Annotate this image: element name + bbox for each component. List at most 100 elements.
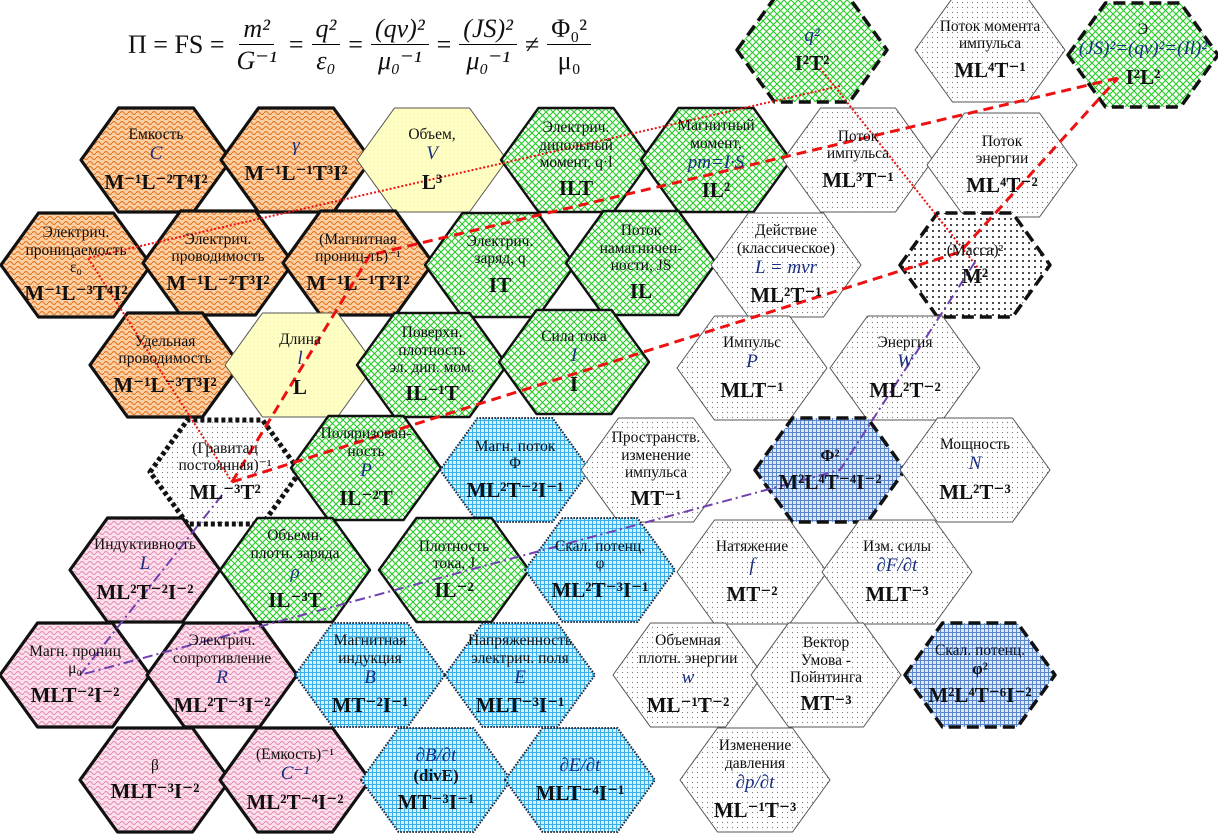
quantity-symbol: pm=I·S bbox=[687, 151, 745, 173]
hex-label-current-density: Плотность тока, J IL⁻² bbox=[388, 520, 520, 620]
quantity-name: Напряженность bbox=[468, 632, 572, 650]
hex-label-length: Длина l L bbox=[234, 315, 366, 415]
hex-label-db-dt: ∂B/∂t (divE) MT⁻³I⁻¹ bbox=[370, 730, 502, 830]
quantity-name: Пространств. bbox=[611, 429, 701, 447]
quantity-name: Сила тока bbox=[541, 327, 607, 345]
quantity-name: давления bbox=[724, 754, 786, 772]
hexagon-angular-momentum-flux bbox=[914, 0, 1066, 103]
quantity-name: импульса bbox=[958, 35, 1022, 53]
quantity-symbol: L = mvr bbox=[754, 256, 818, 278]
quantity-name: Удельная bbox=[134, 332, 196, 350]
dimension-formula: MT⁻³I⁻¹ bbox=[397, 790, 475, 815]
quantity-symbol: γ bbox=[292, 134, 300, 156]
dashdot-connector bbox=[79, 494, 223, 676]
hex-label-inverse-permeability: (Магнитная прониц-ть)⁻¹ M⁻¹L⁻¹T²I² bbox=[292, 213, 424, 313]
quantity-symbol: ∂B/∂t bbox=[415, 745, 457, 767]
quantity-name: φ² bbox=[972, 659, 988, 679]
quantity-name: Объем, bbox=[408, 125, 456, 143]
quantity-name: импульса bbox=[826, 145, 890, 163]
quantity-symbol: w bbox=[681, 666, 695, 688]
hex-label-polarization: Поляризован-ность P IL⁻²T bbox=[300, 418, 432, 518]
quantity-name: (классическое) bbox=[736, 239, 836, 257]
hex-label-inverse-capacitance: (Емкость)⁻¹ C⁻¹ ML²T⁻⁴I⁻² bbox=[229, 730, 361, 830]
quantity-name: Поверхн. bbox=[401, 324, 463, 342]
dimension-formula: ML²T⁻³ bbox=[939, 479, 1011, 504]
hex-label-electric-resistance: Электрич. сопротивление R ML²T⁻³I⁻² bbox=[156, 625, 288, 725]
quantity-name: μ₀ bbox=[68, 660, 82, 678]
dimension-formula: ML⁻¹T⁻² bbox=[646, 693, 730, 718]
quantity-name: Поток bbox=[981, 132, 1023, 150]
dimension-formula: M⁻¹L⁻³T⁴I² bbox=[24, 281, 128, 306]
hexagon-q-squared bbox=[735, 0, 889, 104]
hexagon-momentum bbox=[676, 315, 828, 421]
quantity-name: эл. дип. мом. bbox=[389, 358, 475, 376]
formula-op: = bbox=[348, 30, 363, 60]
dimension-formula: M⁻¹L⁻¹T³I² bbox=[244, 160, 348, 185]
dimension-formula: ML⁻¹T⁻³ bbox=[713, 798, 797, 823]
hex-label-tension: Натяжение f MT⁻² bbox=[686, 522, 818, 622]
hex-label-current: Сила тока I I bbox=[508, 312, 640, 412]
hexagon-umov-poynting-vector bbox=[750, 622, 902, 728]
quantity-symbol: (JS)²=(qv)²=(Il)² bbox=[1078, 38, 1208, 60]
quantity-symbol: B bbox=[364, 666, 376, 688]
hex-label-specific-conductivity: Удельная проводимость M⁻¹L⁻³T³I² bbox=[99, 315, 231, 415]
quantity-symbol: V bbox=[426, 143, 438, 165]
quantity-name: Магн. поток bbox=[474, 437, 556, 455]
dashdot-connector bbox=[79, 261, 976, 676]
dimension-formula: M²L⁴T⁻⁶I⁻² bbox=[928, 683, 1032, 708]
hex-label-inductance: Индуктивность L ML²T⁻²I⁻² bbox=[79, 520, 211, 620]
quantity-name: Скал. потенц. bbox=[554, 537, 646, 555]
quantity-name: проводимость bbox=[171, 248, 265, 266]
dimension-formula: IL² bbox=[701, 178, 731, 203]
dimension-formula: I²T² bbox=[794, 50, 830, 75]
quantity-name: Электрич. bbox=[542, 119, 610, 137]
quantity-name: Поток bbox=[620, 222, 662, 240]
quantity-name: намагничен- bbox=[599, 239, 683, 257]
dimension-formula: MLT⁻⁴I⁻¹ bbox=[535, 780, 625, 805]
quantity-symbol: L bbox=[139, 553, 151, 575]
hex-label-energy: Энергия W ML²T⁻² bbox=[839, 318, 971, 418]
dimension-formula: I bbox=[569, 371, 579, 396]
quantity-symbol: C bbox=[149, 143, 163, 165]
quantity-name: Э bbox=[1137, 20, 1149, 38]
hex-label-surface-dipole-density: Поверхн. плотность эл. дип. мом. IL⁻¹T bbox=[366, 315, 498, 415]
dimension-formula: MLT⁻¹ bbox=[720, 377, 784, 402]
quantity-name: Объемная bbox=[655, 632, 721, 650]
quantity-name: ε₀ bbox=[70, 258, 82, 276]
quantity-name: сопротивление bbox=[172, 649, 272, 667]
quantity-name: Емкость bbox=[128, 125, 184, 143]
hex-label-magnetic-moment: Магнитный момент, pm=I·S IL² bbox=[650, 110, 782, 210]
quantity-name: Вектор bbox=[802, 634, 850, 652]
quantity-name: Импульс bbox=[722, 333, 782, 351]
hex-label-momentum: Импульс P MLT⁻¹ bbox=[686, 318, 818, 418]
quantity-name: Пойнтинга bbox=[789, 668, 863, 686]
dimension-formula: MT⁻²I⁻¹ bbox=[331, 693, 409, 718]
quantity-name: φ bbox=[595, 555, 605, 573]
quantity-symbol: R bbox=[216, 666, 228, 688]
quantity-symbol: I bbox=[570, 345, 578, 367]
dimension-formula: MLT⁻³ bbox=[865, 581, 929, 606]
hex-label-action: Действие (классическое) L = mvr ML²T⁻¹ bbox=[720, 215, 852, 315]
quantity-name: Магн. прониц bbox=[29, 642, 121, 660]
quantity-name: Изм. силы bbox=[863, 537, 931, 555]
dimension-formula: ML²T⁻²I⁻¹ bbox=[466, 477, 564, 502]
quantity-symbol: ∂p/∂t bbox=[735, 771, 775, 793]
hex-label-mass-squared: (Масса)² M² bbox=[909, 215, 1041, 315]
hex-label-q-squared: q² I²T² bbox=[746, 0, 878, 100]
quantity-name: Φ bbox=[509, 455, 521, 473]
quantity-name: дипольный bbox=[539, 136, 613, 154]
dimension-formula: ML⁴T⁻² bbox=[966, 172, 1038, 197]
quantity-name: Длина bbox=[279, 330, 321, 348]
quantity-name: Энергия bbox=[877, 333, 933, 351]
quantity-symbol: W bbox=[897, 351, 913, 373]
dimension-formula: ILT bbox=[558, 176, 594, 201]
formula-fraction: q² ε₀ bbox=[311, 14, 341, 76]
hex-label-scalar-potential-squared: Скал. потенц. φ² M²L⁴T⁻⁶I⁻² bbox=[914, 625, 1046, 725]
dimension-formula: ML²T⁻⁴I⁻² bbox=[246, 789, 344, 814]
quantity-name: ности, JS bbox=[610, 256, 672, 274]
quantity-name: Скал. потенц. bbox=[934, 642, 1026, 660]
dimension-formula: M⁻¹L⁻¹T²I² bbox=[306, 270, 410, 295]
dimension-formula: IL⁻²T bbox=[339, 486, 393, 511]
dimension-formula: MLT⁻²I⁻² bbox=[30, 682, 120, 707]
